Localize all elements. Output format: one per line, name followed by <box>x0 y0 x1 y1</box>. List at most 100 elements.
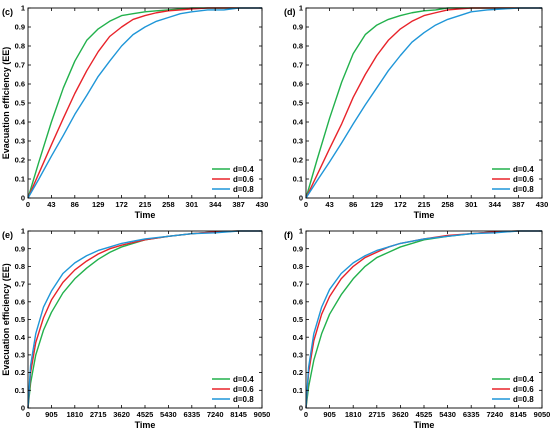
legend-entry: d=0.8 <box>513 395 534 404</box>
x-tick-label: 7240 <box>486 410 503 419</box>
y-tick-label: 0.3 <box>293 137 303 146</box>
legend-entry: d=0.6 <box>233 385 254 394</box>
x-tick-label: 8145 <box>510 410 527 419</box>
y-tick-label: 0.1 <box>15 386 25 395</box>
x-axis-label: Time <box>135 210 156 220</box>
y-tick-label: 1 <box>299 4 303 13</box>
y-tick-label: 0.5 <box>293 99 303 108</box>
x-tick-label: 430 <box>536 200 549 209</box>
legend: d=0.4d=0.6d=0.8 <box>492 165 534 194</box>
y-tick-label: 0 <box>299 404 303 413</box>
x-tick-label: 344 <box>209 200 222 209</box>
series-line-2 <box>27 7 262 199</box>
y-tick-label: 0.5 <box>15 315 25 324</box>
y-tick-label: 0.2 <box>293 156 303 165</box>
x-tick-label: 172 <box>394 200 407 209</box>
y-tick-label: 0.6 <box>15 80 25 89</box>
y-tick-label: 0.2 <box>15 368 25 377</box>
plot-frame <box>305 230 543 409</box>
y-tick-label: 0.4 <box>15 333 26 342</box>
x-tick-label: 3620 <box>113 410 130 419</box>
y-axis-label: Evacuation efficiency (EE) <box>1 263 11 376</box>
series-line-3 <box>27 7 262 199</box>
legend-entry: d=0.8 <box>233 395 254 404</box>
x-tick-label: 1810 <box>66 410 83 419</box>
panel-letter: (d) <box>284 7 296 17</box>
x-tick-label: 86 <box>349 200 357 209</box>
y-tick-label: 0.6 <box>293 297 303 306</box>
series-line-1 <box>27 230 262 409</box>
x-tick-label: 129 <box>371 200 384 209</box>
x-tick-label: 86 <box>71 200 79 209</box>
y-tick-label: 0.8 <box>15 42 25 51</box>
x-tick-label: 258 <box>162 200 175 209</box>
x-tick-label: 2715 <box>368 410 385 419</box>
y-tick-label: 0.5 <box>293 315 303 324</box>
panel-letter: (f) <box>284 230 293 240</box>
x-axis-label: Time <box>414 420 435 430</box>
y-tick-label: 0.6 <box>293 80 303 89</box>
series-line-1 <box>305 230 542 409</box>
y-tick-label: 0.9 <box>293 23 303 32</box>
y-tick-label: 0.1 <box>293 386 303 395</box>
chart-panel-3: (e) 0 905 1810 2715 3620 4525 5430 6335 7240 8145 9… <box>1 227 270 430</box>
legend-entry: d=0.8 <box>233 185 254 194</box>
x-tick-label: 430 <box>256 200 269 209</box>
x-tick-label: 387 <box>232 200 245 209</box>
y-tick-label: 1 <box>299 227 303 236</box>
y-tick-label: 0.8 <box>293 262 303 271</box>
y-tick-label: 0.8 <box>293 42 303 51</box>
series-line-2 <box>305 7 542 199</box>
x-tick-label: 387 <box>512 200 525 209</box>
x-tick-label: 4525 <box>137 410 154 419</box>
y-tick-label: 1 <box>21 227 25 236</box>
y-tick-label: 0.7 <box>293 280 303 289</box>
y-tick-label: 0.4 <box>15 118 26 127</box>
x-tick-label: 905 <box>45 410 58 419</box>
y-tick-label: 0.3 <box>15 351 25 360</box>
x-tick-label: 9050 <box>254 410 271 419</box>
x-tick-label: 344 <box>489 200 502 209</box>
series-line-2 <box>27 230 262 409</box>
x-tick-label: 4525 <box>416 410 433 419</box>
y-tick-label: 1 <box>21 4 25 13</box>
legend: d=0.4d=0.6d=0.8 <box>492 375 534 404</box>
x-tick-label: 3620 <box>392 410 409 419</box>
x-tick-label: 5430 <box>160 410 177 419</box>
y-tick-label: 0.3 <box>293 351 303 360</box>
x-axis-label: Time <box>414 210 435 220</box>
legend-entry: d=0.6 <box>513 175 534 184</box>
x-tick-label: 301 <box>465 200 478 209</box>
x-axis-label: Time <box>135 420 156 430</box>
y-tick-label: 0.7 <box>15 280 25 289</box>
x-tick-label: 0 <box>26 200 30 209</box>
y-tick-label: 0 <box>21 194 25 203</box>
x-tick-label: 129 <box>92 200 105 209</box>
legend-entry: d=0.4 <box>233 375 254 384</box>
x-tick-label: 172 <box>115 200 128 209</box>
x-tick-label: 2715 <box>90 410 107 419</box>
y-tick-label: 0.1 <box>293 175 303 184</box>
x-tick-label: 1810 <box>345 410 362 419</box>
y-tick-label: 0.9 <box>15 244 25 253</box>
y-tick-label: 0.6 <box>15 297 25 306</box>
x-tick-label: 301 <box>186 200 199 209</box>
x-tick-label: 9050 <box>534 410 550 419</box>
x-tick-label: 0 <box>304 410 308 419</box>
legend: d=0.4d=0.6d=0.8 <box>212 375 254 404</box>
y-axis-label: Evacuation efficiency (EE) <box>1 47 11 160</box>
x-tick-label: 0 <box>26 410 30 419</box>
y-tick-label: 0.8 <box>15 262 25 271</box>
y-tick-label: 0.7 <box>15 61 25 70</box>
panel-letter: (c) <box>2 7 13 17</box>
x-tick-label: 215 <box>418 200 431 209</box>
y-tick-label: 0.9 <box>293 244 303 253</box>
series-line-3 <box>305 230 542 409</box>
x-tick-label: 43 <box>47 200 55 209</box>
series-line-3 <box>305 7 542 199</box>
series-line-2 <box>305 230 542 409</box>
y-tick-label: 0.1 <box>15 175 25 184</box>
legend-entry: d=0.4 <box>513 375 534 384</box>
x-tick-label: 215 <box>139 200 152 209</box>
